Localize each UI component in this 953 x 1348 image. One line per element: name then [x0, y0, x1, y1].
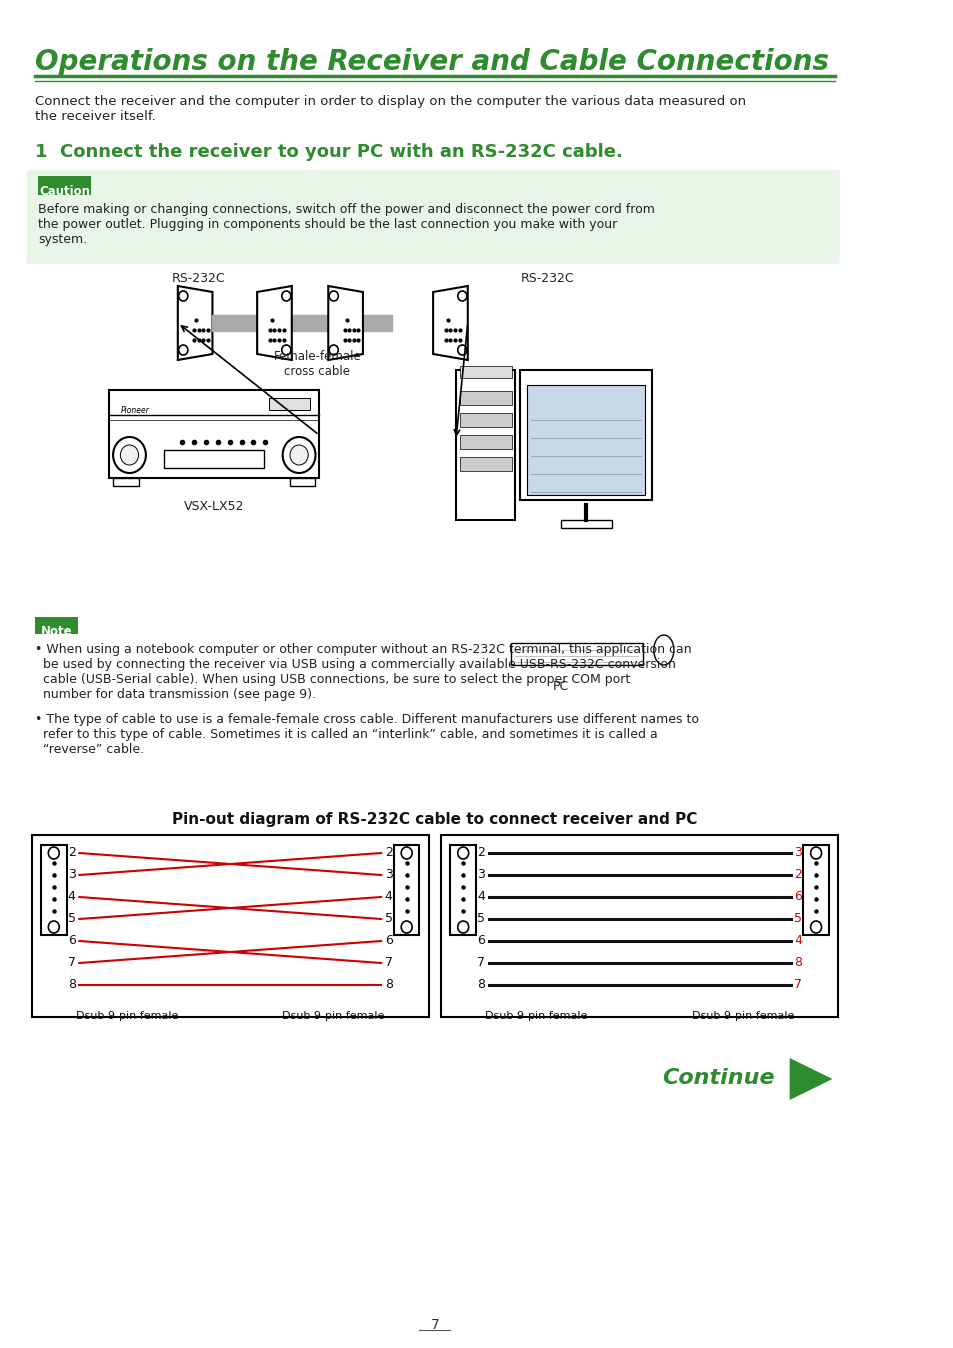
Circle shape: [49, 921, 59, 933]
Text: • The type of cable to use is a female-female cross cable. Different manufacture: • The type of cable to use is a female-f…: [34, 713, 698, 756]
Circle shape: [49, 847, 59, 859]
Polygon shape: [433, 286, 467, 360]
Text: Operations on the Receiver and Cable Connections: Operations on the Receiver and Cable Con…: [34, 49, 828, 75]
Text: 3: 3: [794, 847, 801, 860]
Text: 7: 7: [476, 957, 484, 969]
Text: 2: 2: [476, 847, 484, 860]
Circle shape: [281, 291, 291, 301]
Text: 3: 3: [384, 868, 393, 882]
Ellipse shape: [653, 635, 673, 665]
Circle shape: [282, 437, 315, 473]
Circle shape: [457, 345, 466, 355]
Bar: [110, 390, 319, 479]
Bar: [526, 386, 644, 495]
Circle shape: [457, 847, 468, 859]
Text: Dsub 9-pin female: Dsub 9-pin female: [484, 1011, 587, 1020]
Bar: [31, 834, 428, 1016]
Bar: [290, 479, 315, 487]
Circle shape: [401, 921, 412, 933]
Text: 3: 3: [476, 868, 484, 882]
Text: Continue: Continue: [661, 1068, 774, 1088]
Text: 7: 7: [430, 1318, 439, 1332]
Text: 2: 2: [384, 847, 393, 860]
Circle shape: [281, 345, 291, 355]
Polygon shape: [328, 286, 362, 360]
Circle shape: [329, 291, 338, 301]
Text: 5: 5: [68, 913, 75, 926]
Bar: [459, 367, 511, 377]
Text: Dsub 9-pin female: Dsub 9-pin female: [691, 1011, 794, 1020]
Text: 6: 6: [476, 934, 484, 948]
Text: 1  Connect the receiver to your PC with an RS-232C cable.: 1 Connect the receiver to your PC with a…: [34, 143, 622, 160]
Text: 4: 4: [384, 891, 393, 903]
Text: 6: 6: [68, 934, 75, 948]
Polygon shape: [789, 1058, 832, 1100]
Circle shape: [810, 847, 821, 859]
Text: Dsub 9-pin female: Dsub 9-pin female: [75, 1011, 178, 1020]
Text: Caution: Caution: [39, 185, 91, 198]
Bar: [164, 450, 264, 468]
Circle shape: [178, 345, 188, 355]
Text: Dsub 9-pin female: Dsub 9-pin female: [282, 1011, 384, 1020]
Circle shape: [178, 291, 188, 301]
Bar: [41, 845, 67, 936]
Text: 7: 7: [384, 957, 393, 969]
Bar: [34, 617, 78, 634]
Bar: [450, 845, 476, 936]
Bar: [459, 457, 511, 470]
Polygon shape: [257, 286, 292, 360]
Text: PC: PC: [552, 679, 568, 693]
Text: 2: 2: [794, 868, 801, 882]
Text: VSX-LX52: VSX-LX52: [184, 500, 244, 514]
Text: RS-232C: RS-232C: [172, 272, 225, 284]
Bar: [459, 391, 511, 404]
Bar: [441, 834, 837, 1016]
Text: 7: 7: [794, 979, 801, 992]
Text: 6: 6: [794, 891, 801, 903]
Circle shape: [290, 445, 308, 465]
Text: Female-female
cross cable: Female-female cross cable: [274, 350, 361, 377]
Text: 8: 8: [476, 979, 484, 992]
Bar: [459, 435, 511, 449]
Bar: [269, 398, 310, 410]
Text: 2: 2: [68, 847, 75, 860]
Text: 3: 3: [68, 868, 75, 882]
Bar: [560, 520, 611, 528]
Bar: [519, 369, 651, 500]
Circle shape: [810, 921, 821, 933]
Text: 8: 8: [794, 957, 801, 969]
Text: 5: 5: [794, 913, 801, 926]
Text: • When using a notebook computer or other computer without an RS-232C terminal, : • When using a notebook computer or othe…: [34, 643, 691, 701]
Circle shape: [457, 921, 468, 933]
Text: 4: 4: [68, 891, 75, 903]
Bar: [394, 845, 419, 936]
Text: Note: Note: [41, 625, 72, 638]
Text: 4: 4: [794, 934, 801, 948]
Text: 8: 8: [384, 979, 393, 992]
Bar: [510, 643, 642, 665]
Text: Pioneer: Pioneer: [120, 406, 150, 415]
Text: Connect the receiver and the computer in order to display on the computer the va: Connect the receiver and the computer in…: [34, 94, 745, 123]
FancyBboxPatch shape: [27, 170, 839, 264]
Bar: [38, 177, 91, 195]
Bar: [456, 369, 515, 520]
Circle shape: [457, 291, 466, 301]
Circle shape: [401, 847, 412, 859]
Bar: [113, 479, 138, 487]
Bar: [802, 845, 828, 936]
Text: 6: 6: [384, 934, 393, 948]
Text: 7: 7: [68, 957, 75, 969]
Polygon shape: [177, 286, 213, 360]
Bar: [459, 412, 511, 427]
Text: Before making or changing connections, switch off the power and disconnect the p: Before making or changing connections, s…: [38, 204, 655, 245]
Circle shape: [120, 445, 138, 465]
Text: 8: 8: [68, 979, 75, 992]
Text: 4: 4: [476, 891, 484, 903]
Circle shape: [329, 345, 338, 355]
Text: 5: 5: [476, 913, 484, 926]
Text: 5: 5: [384, 913, 393, 926]
Text: Pin-out diagram of RS-232C cable to connect receiver and PC: Pin-out diagram of RS-232C cable to conn…: [172, 811, 697, 828]
Circle shape: [113, 437, 146, 473]
Text: RS-232C: RS-232C: [519, 272, 574, 284]
